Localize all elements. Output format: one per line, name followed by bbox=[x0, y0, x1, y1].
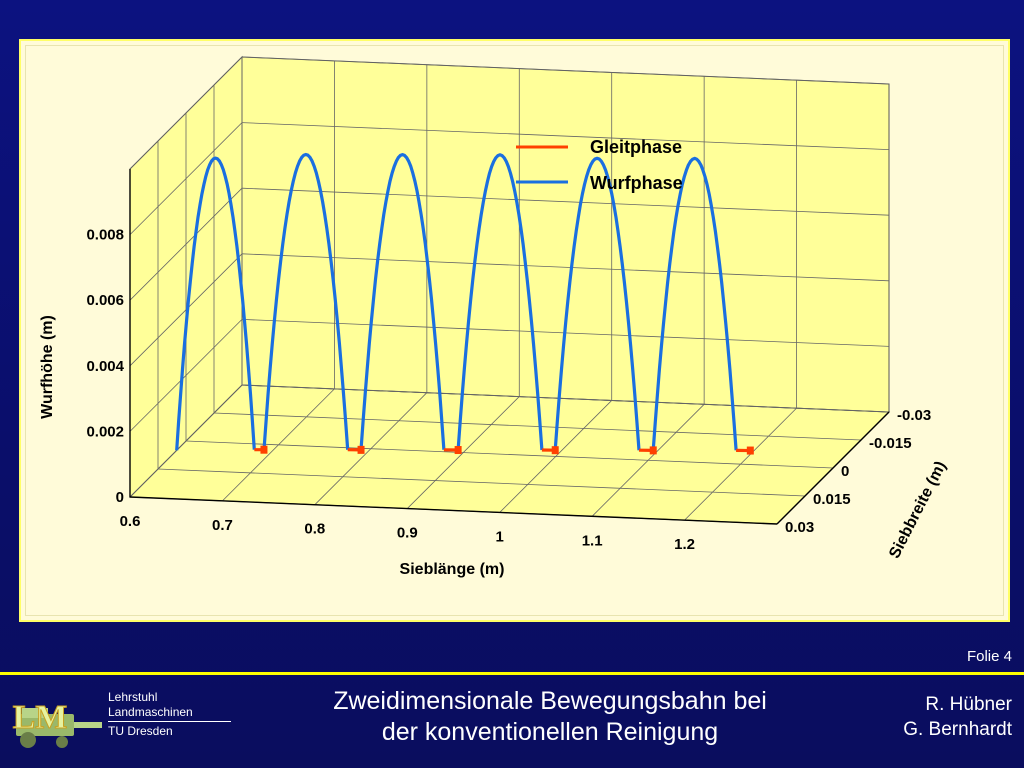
gleitphase-marker bbox=[357, 445, 365, 454]
authors: R. Hübner G. Bernhardt bbox=[903, 692, 1012, 742]
grid-line-z-side bbox=[129, 56, 243, 170]
slide-number: Folie 4 bbox=[966, 648, 1012, 665]
grid-line-y-floor bbox=[185, 440, 834, 469]
wurfphase-arc bbox=[553, 156, 641, 451]
wurfphase-arc bbox=[651, 156, 738, 451]
axis-edges bbox=[129, 169, 890, 525]
x-tick-label: 0.9 bbox=[397, 525, 418, 542]
z-tick-label: 0.004 bbox=[86, 358, 124, 375]
grid-line-y-floor bbox=[213, 412, 862, 441]
x-tick-label: 0.8 bbox=[304, 521, 325, 538]
y-axis-title: Siebbreite (m) bbox=[886, 459, 950, 562]
y-tick-label: 0.015 bbox=[813, 491, 851, 508]
gleitphase-marker bbox=[260, 445, 268, 454]
org-line-3: TU Dresden bbox=[108, 724, 173, 738]
x-tick-label: 1.2 bbox=[674, 536, 695, 553]
grid-line-z-back bbox=[241, 253, 890, 282]
author-2: G. Bernhardt bbox=[903, 719, 1012, 740]
x-tick-label: 0.7 bbox=[212, 517, 233, 534]
author-1: R. Hübner bbox=[925, 694, 1012, 715]
back-wall-pane bbox=[241, 56, 890, 413]
x-axis-line bbox=[129, 496, 778, 525]
z-tick-label: 0 bbox=[116, 489, 124, 506]
gleitphase-marker bbox=[746, 446, 754, 455]
grid-line-z-back bbox=[241, 384, 890, 413]
gleitphase-marker bbox=[649, 446, 657, 455]
z-tick-label: 0.002 bbox=[86, 423, 124, 440]
x-axis-title: Sieblänge (m) bbox=[400, 561, 505, 578]
x-tick-label: 1.1 bbox=[582, 532, 603, 549]
wurfphase-arc bbox=[175, 156, 256, 451]
grid-line-z-side bbox=[129, 319, 243, 432]
y-axis-line bbox=[776, 411, 890, 525]
gleitphase-marker bbox=[454, 446, 462, 455]
y-tick-label: 0.03 bbox=[785, 519, 814, 536]
logo-letters: LM bbox=[13, 699, 68, 736]
wurfphase-arc bbox=[456, 153, 544, 451]
y-tick-label: 0 bbox=[841, 463, 849, 480]
grid-line-z-side bbox=[129, 187, 243, 301]
legend-label-gleitphase: Gleitphase bbox=[590, 137, 682, 157]
footer-divider bbox=[0, 672, 1024, 675]
slide-title-line-2: der konventionellen Reinigung bbox=[381, 718, 719, 746]
grid-line-z-back bbox=[241, 187, 890, 216]
lm-logo-icon: LM bbox=[12, 699, 102, 748]
grid-line-z-side bbox=[129, 384, 243, 498]
wurfphase-arc bbox=[359, 153, 446, 451]
tick-labels: 0.6 0.7 0.8 0.9 1 1.1 1.2 0.03 0.015 0 -0.015 -0.03… bbox=[86, 227, 931, 554]
slide-title-line-1: Zweidimensionale Bewegungsbahn bei bbox=[333, 687, 767, 715]
gleitphase-marker bbox=[551, 446, 559, 455]
y-tick-label: -0.03 bbox=[897, 407, 931, 424]
org-rule bbox=[108, 721, 231, 722]
grid-line-z-side bbox=[129, 122, 243, 235]
slide-title: Zweidimensionale Bewegungsbahn bei der k… bbox=[240, 686, 860, 748]
wurfphase-arc bbox=[262, 152, 350, 450]
org-line-1: Lehrstuhl bbox=[108, 690, 158, 704]
z-axis-title: Wurfhöhe (m) bbox=[39, 315, 56, 419]
x-tick-label: 1 bbox=[496, 528, 504, 545]
grid-line-y-floor bbox=[157, 468, 806, 497]
y-tick-label: -0.015 bbox=[869, 435, 912, 452]
grid-line-z-back bbox=[241, 122, 890, 150]
x-tick-label: 0.6 bbox=[120, 513, 141, 530]
grid-line-z-back bbox=[241, 56, 890, 85]
legend: Gleitphase Wurfphase bbox=[516, 137, 683, 193]
z-tick-label: 0.008 bbox=[86, 227, 124, 244]
chart-3d: 0.6 0.7 0.8 0.9 1 1.1 1.2 0.03 0.015 0 -0.015 -0.03… bbox=[39, 55, 950, 578]
org-line-2: Landmaschinen bbox=[108, 705, 193, 719]
plot-inner-border bbox=[25, 45, 1004, 616]
z-tick-label: 0.006 bbox=[86, 292, 124, 309]
legend-label-wurfphase: Wurfphase bbox=[590, 173, 683, 193]
organization-block: Lehrstuhl Landmaschinen TU Dresden bbox=[108, 690, 231, 739]
